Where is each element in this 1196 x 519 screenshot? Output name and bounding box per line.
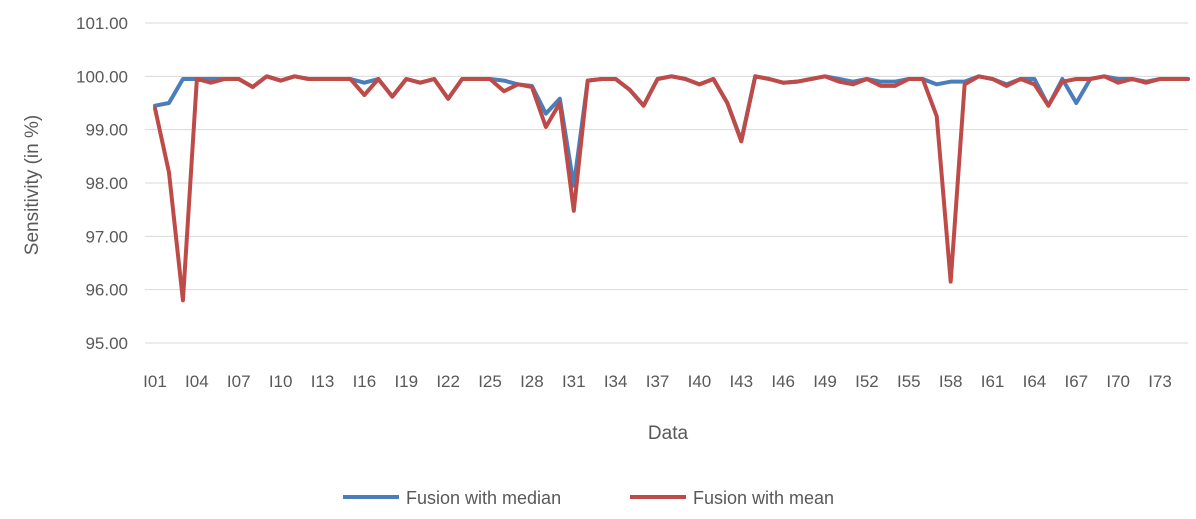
y-axis-title: Sensitivity (in %) xyxy=(22,115,43,255)
x-tick-label: I43 xyxy=(729,372,753,391)
y-tick-label: 96.00 xyxy=(85,281,128,300)
legend-label-median: Fusion with median xyxy=(406,488,561,508)
x-tick-label: I10 xyxy=(269,372,293,391)
x-tick-label: I49 xyxy=(813,372,837,391)
x-tick-label: I13 xyxy=(311,372,335,391)
x-tick-label: I04 xyxy=(185,372,209,391)
x-axis-ticks: I01 I04 I07 I10 I13 I16 I19 I22 I25 I28 I31 I34 I37 I… xyxy=(143,372,1172,391)
x-tick-label: I61 xyxy=(981,372,1005,391)
y-tick-label: 99.00 xyxy=(85,121,128,140)
x-axis-title: Data xyxy=(648,423,689,444)
x-tick-label: I73 xyxy=(1148,372,1172,391)
series-line-mean xyxy=(153,74,1190,303)
legend-label-mean: Fusion with mean xyxy=(693,488,834,508)
x-tick-label: I67 xyxy=(1065,372,1089,391)
x-tick-label: I25 xyxy=(478,372,502,391)
x-tick-label: I16 xyxy=(353,372,377,391)
x-tick-label: I64 xyxy=(1023,372,1047,391)
x-tick-label: I01 xyxy=(143,372,167,391)
x-tick-label: I19 xyxy=(394,372,418,391)
x-tick-label: I40 xyxy=(688,372,712,391)
x-tick-label: I55 xyxy=(897,372,921,391)
x-tick-label: I28 xyxy=(520,372,544,391)
y-tick-label: 100.00 xyxy=(76,67,128,86)
y-tick-label: 101.00 xyxy=(76,14,128,33)
x-tick-label: I52 xyxy=(855,372,879,391)
x-tick-label: I34 xyxy=(604,372,628,391)
y-tick-label: 97.00 xyxy=(85,227,128,246)
x-tick-label: I37 xyxy=(646,372,670,391)
x-tick-label: I22 xyxy=(436,372,460,391)
x-tick-label: I31 xyxy=(562,372,586,391)
x-tick-label: I07 xyxy=(227,372,251,391)
series-lines xyxy=(153,74,1190,303)
x-tick-label: I70 xyxy=(1106,372,1130,391)
y-tick-label: 98.00 xyxy=(85,174,128,193)
gridlines xyxy=(145,22,1188,344)
y-tick-label: 95.00 xyxy=(85,334,128,353)
x-tick-label: I46 xyxy=(771,372,795,391)
y-axis-ticks: 95.00 96.00 97.00 98.00 99.00 100.00 101.00 xyxy=(76,14,128,353)
series-line-median xyxy=(153,74,1190,188)
x-tick-label: I58 xyxy=(939,372,963,391)
legend: Fusion with median Fusion with mean xyxy=(343,488,834,508)
